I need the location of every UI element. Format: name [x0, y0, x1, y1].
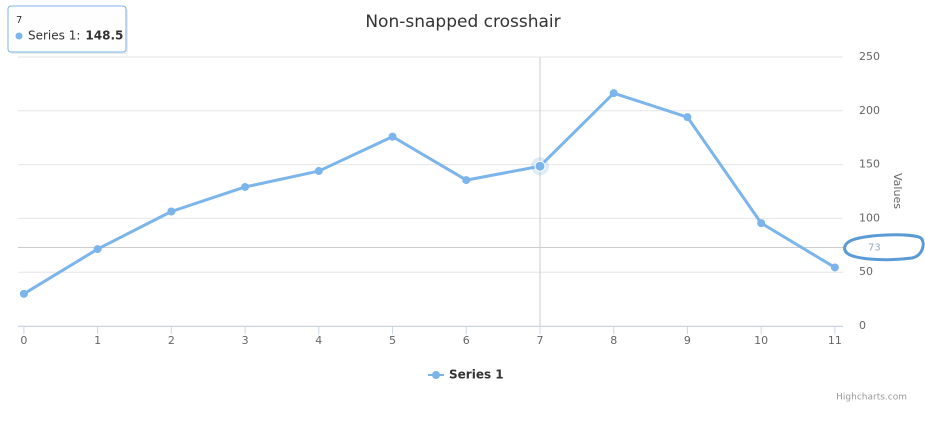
data-point	[167, 207, 176, 216]
data-point	[388, 132, 397, 141]
legend-symbol-marker	[432, 371, 440, 379]
data-point	[19, 289, 28, 298]
tooltip-marker	[15, 32, 23, 40]
data-point	[830, 263, 839, 272]
y-tick-label: 0	[859, 319, 866, 332]
x-tick-label: 7	[536, 334, 543, 347]
x-tick-label: 8	[610, 334, 617, 347]
series-line	[23, 91, 836, 296]
chart-title: Non-snapped crosshair	[365, 12, 560, 32]
y-tick-label: 150	[859, 158, 880, 171]
data-point	[241, 182, 250, 191]
data-point	[757, 219, 766, 228]
data-point	[609, 89, 618, 98]
y-tick-label: 250	[859, 50, 880, 63]
data-point	[314, 167, 323, 176]
data-point	[93, 245, 102, 254]
tooltip: 7 Series 1: 148.5	[7, 5, 128, 54]
x-tick-label: 10	[754, 334, 768, 347]
data-point	[462, 176, 471, 185]
tooltip-value: 148.5	[85, 29, 123, 43]
data-point	[683, 113, 692, 122]
x-tick-label: 3	[242, 334, 249, 347]
x-tick-label: 6	[463, 334, 470, 347]
y-axis-title: Values	[891, 173, 904, 209]
x-tick-label: 11	[828, 334, 842, 347]
tooltip-box	[7, 5, 127, 53]
x-tick-label: 5	[389, 334, 396, 347]
highlight-ellipse	[843, 233, 925, 262]
x-tick-label: 1	[94, 334, 101, 347]
x-tick-label: 4	[315, 334, 322, 347]
credits[interactable]: Highcharts.com	[836, 393, 907, 403]
tooltip-label: Series 1:	[28, 29, 80, 43]
data-point	[534, 160, 546, 172]
x-tick-label: 9	[684, 334, 691, 347]
legend-item[interactable]: Series 1	[449, 368, 504, 382]
tooltip-header: 7	[16, 15, 22, 26]
y-tick-label: 50	[859, 265, 873, 278]
x-tick-label: 0	[20, 334, 27, 347]
y-tick-label: 100	[859, 211, 880, 224]
crosshair-label: 73	[868, 242, 881, 253]
y-tick-label: 200	[859, 104, 880, 117]
x-tick-label: 2	[168, 334, 175, 347]
